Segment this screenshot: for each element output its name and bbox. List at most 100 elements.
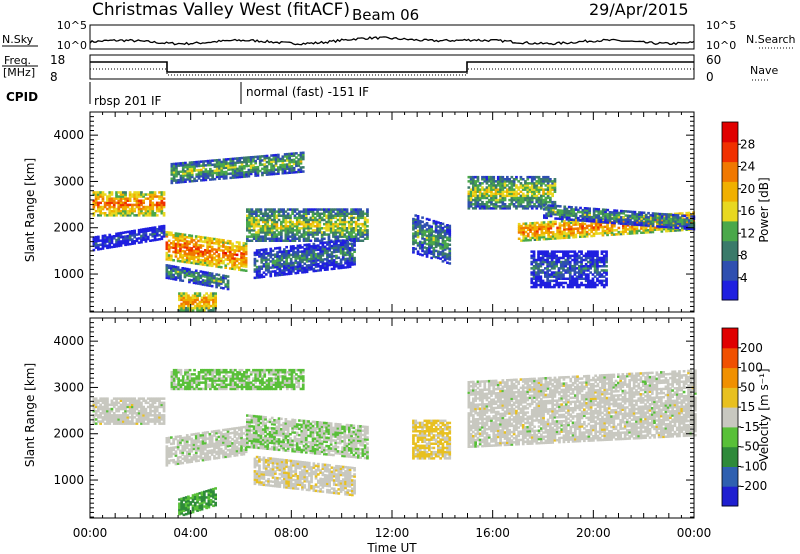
cpid-segment-2: normal (fast) -151 IF [246, 85, 369, 99]
vel-colorbar-tick-label: -200 [740, 479, 767, 493]
vel-colorbar-swatch [722, 426, 738, 448]
time-tick-label: 04:00 [173, 526, 208, 540]
pow-colorbar-tick-label: 24 [740, 160, 755, 174]
pow-colorbar-tick-label: 16 [740, 204, 755, 218]
pow-colorbar-tick-label: 28 [740, 137, 755, 151]
vel-echo-region [412, 419, 452, 460]
pow-echo-region [246, 208, 369, 242]
pow-colorbar-swatch [722, 141, 738, 163]
pow-ytick-label: 1000 [53, 267, 84, 281]
date-label: 29/Apr/2015 [589, 0, 689, 19]
vel-colorbar-swatch [722, 407, 738, 428]
vel-colorbar-swatch [722, 347, 738, 369]
time-tick-label: 20:00 [576, 526, 611, 540]
vel-colorbar-tick-label: 15 [740, 400, 755, 414]
vel-ytick-label: 2000 [53, 427, 84, 441]
station-title: Christmas Valley West (fitACF) [92, 0, 350, 20]
vel-echo-region [165, 425, 248, 467]
pow-colorbar-swatch [722, 201, 738, 222]
cpid-row: CPID rbsp 201 IF normal (fast) -151 IF [6, 82, 369, 108]
freq-unit: [MHz] [3, 66, 35, 79]
power-panel: 1000 2000 3000 4000 Slant Range [km] 4 8 12 16… [23, 111, 771, 313]
pow-colorbar-tick-label: 20 [740, 182, 755, 196]
vel-colorbar-swatch [722, 466, 738, 487]
pow-echo-region [253, 238, 356, 280]
time-tick-label: 00:00 [677, 526, 712, 540]
nave-tick-bottom: 0 [706, 70, 714, 84]
cpid-segment-1: rbsp 201 IF [94, 94, 161, 108]
pow-echo-region [543, 203, 696, 231]
vel-colorbar-tick-label: 200 [740, 341, 763, 355]
time-tick-label: 16:00 [475, 526, 510, 540]
pow-colorbar-swatch [722, 181, 738, 202]
vel-echo-region [170, 368, 305, 391]
vel-colorbar-swatch [722, 446, 738, 467]
time-tick-label: 08:00 [274, 526, 309, 540]
pow-colorbar-tick-label: 8 [740, 249, 748, 263]
pow-colorbar-tick-label: 4 [740, 271, 748, 285]
time-tick-label: 12:00 [375, 526, 410, 540]
freq-panel: Freq. [MHz] 18 8 60 0 Nave [2, 53, 778, 84]
vel-colorbar-swatch [722, 367, 738, 388]
pow-echo-region [467, 175, 557, 210]
velocity-ylabel: Slant Range [km] [23, 363, 37, 467]
velocity-cbar-title: Velocity [m s⁻¹] [757, 368, 771, 461]
freq-tick-bottom: 8 [50, 70, 58, 84]
vel-colorbar-swatch [722, 486, 738, 507]
time-axis: 00:00 04:00 08:00 12:00 16:00 20:00 00:00 [73, 526, 712, 540]
pow-ytick-label: 4000 [53, 128, 84, 142]
vel-ytick-label: 3000 [53, 380, 84, 394]
time-tick-label: 00:00 [73, 526, 108, 540]
nsearch-label: N.Search [746, 33, 796, 46]
pow-colorbar-tick-label: 12 [740, 226, 755, 240]
nave-trace [90, 68, 694, 76]
xaxis-label: Time UT [366, 541, 417, 554]
pow-echo-region [178, 292, 217, 312]
freq-label: Freq. [4, 54, 31, 67]
pow-echo-region [412, 214, 452, 265]
pow-echo-region [170, 151, 305, 185]
pow-ytick-label: 3000 [53, 174, 84, 188]
vel-colorbar-swatch [722, 328, 738, 349]
freq-tick-top: 18 [50, 53, 65, 67]
freq-trace [90, 61, 694, 73]
vel-colorbar-tick-label: -15 [740, 420, 760, 434]
pow-ytick-label: 2000 [53, 221, 84, 235]
pow-colorbar-swatch [722, 161, 738, 182]
pow-colorbar-swatch [722, 280, 738, 301]
power-cbar-title: Power [dB] [757, 177, 771, 242]
pow-echo-region [165, 231, 248, 272]
nsky-panel: N.Sky 10^5 10^0 10^5 10^0 N.Search [2, 19, 796, 52]
vel-colorbar-tick-label: -50 [740, 440, 760, 454]
vel-colorbar-tick-label: 50 [740, 380, 755, 394]
nsky-tick-bottom: 10^0 [57, 39, 87, 52]
pow-colorbar-swatch [722, 122, 738, 143]
pow-colorbar-swatch [722, 260, 738, 281]
velocity-panel: 1000 2000 3000 4000 Slant Range [km] 200 100… [23, 317, 771, 519]
vel-colorbar-tick-label: 100 [740, 361, 763, 375]
vel-ytick-label: 1000 [53, 473, 84, 487]
nave-label: Nave [750, 64, 778, 77]
vel-echo-region [246, 414, 369, 460]
pow-echo-region [165, 264, 230, 291]
cpid-label: CPID [6, 90, 38, 104]
vel-echo-region [467, 369, 697, 448]
nsearch-tick-top: 10^5 [706, 19, 736, 32]
pow-echo-region [92, 224, 166, 252]
pow-echo-region [92, 191, 166, 217]
nave-tick-top: 60 [706, 53, 721, 67]
power-ylabel: Slant Range [km] [23, 158, 37, 262]
vel-echo-region [92, 397, 166, 425]
nsearch-tick-bottom: 10^0 [706, 39, 736, 52]
pow-colorbar-swatch [722, 240, 738, 261]
beam-label: Beam 06 [352, 6, 419, 24]
vel-echo-region [253, 455, 356, 497]
nsky-tick-top: 10^5 [57, 19, 87, 32]
vel-echo-region [178, 487, 217, 517]
pow-colorbar-swatch [722, 220, 738, 242]
nsky-label: N.Sky [2, 33, 34, 46]
nsky-trace [89, 36, 695, 46]
vel-colorbar-tick-label: -100 [740, 459, 767, 473]
vel-colorbar-swatch [722, 387, 738, 408]
